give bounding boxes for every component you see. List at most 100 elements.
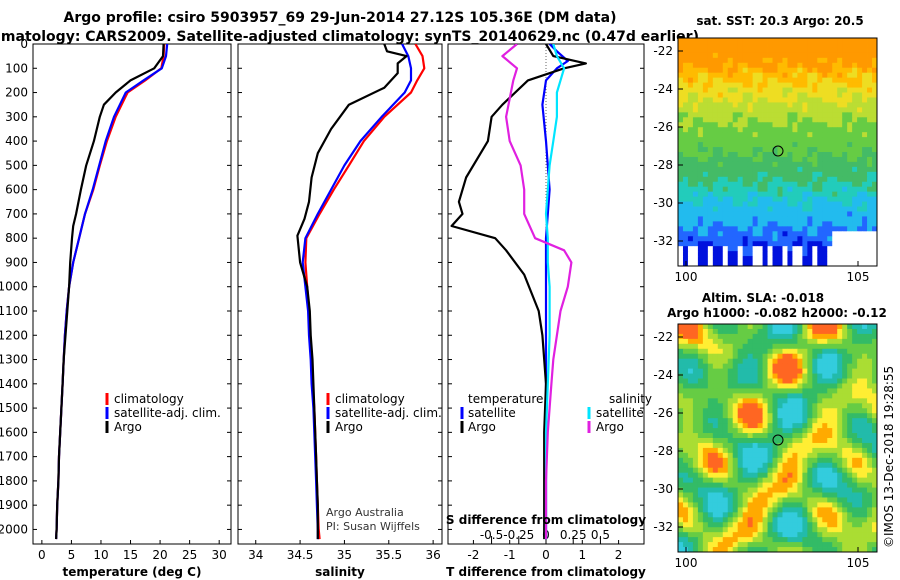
sst-cell xyxy=(862,216,868,222)
sla-cell xyxy=(742,338,749,345)
sla-cell xyxy=(757,328,763,335)
sla-cell xyxy=(802,472,808,479)
sla-cell xyxy=(807,353,813,360)
sst-cell xyxy=(822,102,828,108)
sla-cell xyxy=(792,507,798,513)
sla-cell xyxy=(732,433,739,439)
sla-cell xyxy=(687,324,694,330)
sst-cell xyxy=(837,42,843,49)
sla-cell xyxy=(767,457,773,464)
sla-cell xyxy=(872,532,878,538)
sla-cell xyxy=(857,457,863,464)
sla-cell xyxy=(732,333,739,340)
sla-cell xyxy=(802,423,808,429)
sst-cell xyxy=(752,102,759,108)
sla-cell xyxy=(812,433,818,439)
sla-cell xyxy=(707,413,714,419)
sst-cell xyxy=(822,191,828,198)
sst-cell xyxy=(857,176,863,183)
sla-cell xyxy=(832,467,838,474)
sst-cell xyxy=(842,196,848,202)
sst-cell xyxy=(782,62,788,69)
sla-cell xyxy=(837,398,843,404)
sla-cell xyxy=(727,517,734,523)
sst-cell xyxy=(847,206,853,212)
sst-cell xyxy=(682,102,689,108)
sla-cell xyxy=(727,527,734,533)
sla-cell xyxy=(827,547,833,553)
sst-cell xyxy=(702,147,709,153)
sst-cell xyxy=(742,171,749,178)
sla-cell xyxy=(692,408,699,414)
sst-cell xyxy=(817,201,823,207)
sla-cell xyxy=(747,532,754,538)
sst-cell xyxy=(862,176,868,183)
sst-cell xyxy=(822,117,828,123)
sla-cell xyxy=(782,403,788,409)
sst-cell xyxy=(678,231,684,237)
sla-cell xyxy=(857,358,863,365)
sla-cell xyxy=(782,512,788,518)
sla-cell xyxy=(802,447,808,454)
sla-cell xyxy=(678,428,684,434)
sst-cell xyxy=(717,57,724,64)
sla-cell xyxy=(757,492,763,498)
sst-cell xyxy=(692,231,699,237)
sla-cell xyxy=(707,512,714,518)
sst-cell xyxy=(747,156,754,163)
sst-cell xyxy=(697,127,704,133)
sla-cell xyxy=(872,328,878,335)
sla-cell xyxy=(692,363,699,370)
sst-cell xyxy=(747,112,754,118)
sla-cell xyxy=(817,428,823,434)
sla-cell xyxy=(862,408,868,414)
sst-cell xyxy=(712,261,719,267)
sst-cell xyxy=(792,211,798,217)
sla-cell xyxy=(767,462,773,469)
sla-cell xyxy=(827,413,833,419)
sst-cell xyxy=(678,62,684,69)
sla-cell xyxy=(782,447,788,454)
sla-cell xyxy=(722,363,729,370)
sst-cell xyxy=(762,256,768,262)
sla-cell xyxy=(752,343,759,350)
sst-cell xyxy=(852,211,858,217)
sst-cell xyxy=(857,102,863,108)
sst-cell xyxy=(757,102,763,108)
sla-cell xyxy=(867,433,873,439)
sla-cell xyxy=(737,442,744,449)
sst-cell xyxy=(762,156,768,163)
sla-map xyxy=(678,324,878,553)
sla-cell xyxy=(702,487,709,493)
sla-cell xyxy=(682,368,689,374)
sla-cell xyxy=(692,467,699,474)
sla-cell xyxy=(757,348,763,355)
sla-cell xyxy=(722,457,729,464)
sla-cell xyxy=(817,328,823,335)
sla-cell xyxy=(712,527,719,533)
sla-cell xyxy=(777,358,783,365)
sst-cell xyxy=(772,122,778,128)
sst-cell xyxy=(678,122,684,128)
sla-cell xyxy=(692,462,699,469)
sla-cell xyxy=(717,363,724,370)
sla-cell xyxy=(807,522,813,528)
sst-cell xyxy=(787,52,793,59)
sla-cell xyxy=(717,527,724,533)
sla-cell xyxy=(717,333,724,340)
sla-cell xyxy=(707,482,714,488)
sst-cell xyxy=(717,132,724,138)
sla-cell xyxy=(792,383,798,389)
sst-cell xyxy=(678,147,684,153)
sst-cell xyxy=(837,132,843,138)
sst-cell xyxy=(852,47,858,54)
sla-cell xyxy=(837,423,843,429)
sla-cell xyxy=(787,418,793,424)
sst-cell xyxy=(837,107,843,113)
sla-cell xyxy=(767,353,773,360)
sst-cell xyxy=(822,211,828,217)
sst-cell xyxy=(707,206,714,212)
sst-cell xyxy=(862,211,868,217)
sla-cell xyxy=(822,477,828,484)
sla-cell xyxy=(797,428,803,434)
